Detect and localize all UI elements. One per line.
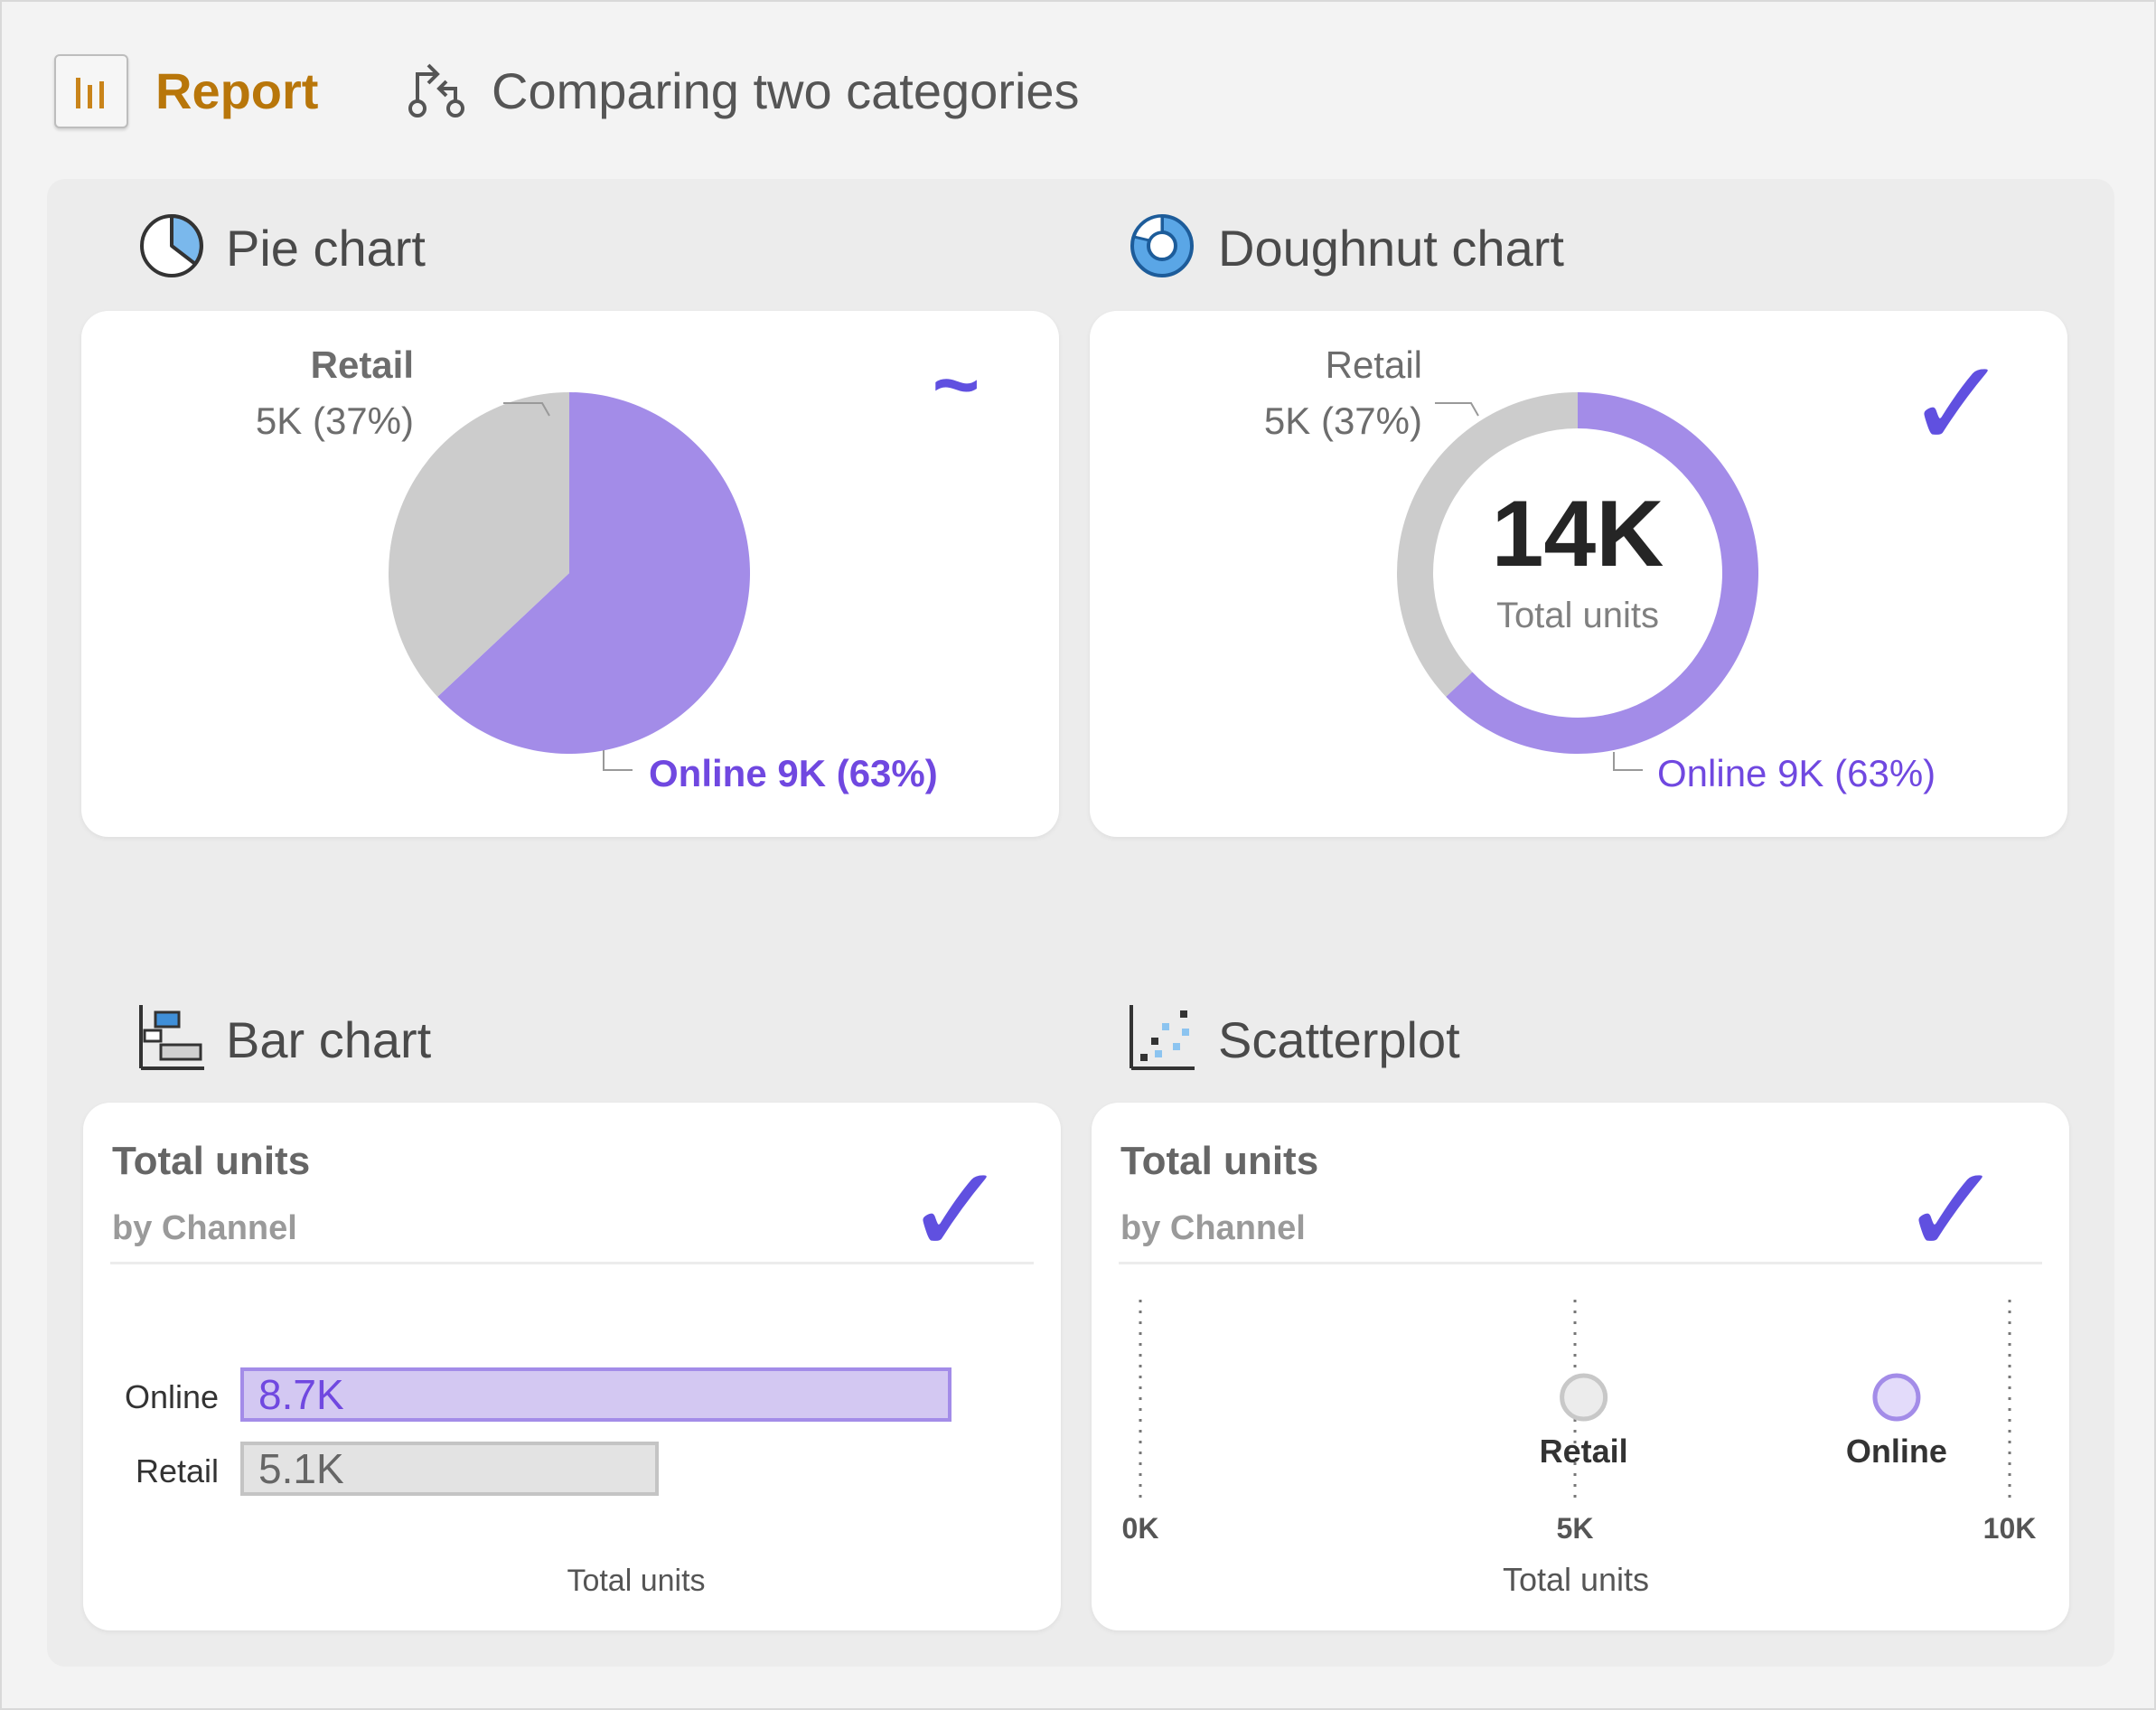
scatter-x-axis-label: Total units — [1503, 1561, 1649, 1598]
section-title-doughnut: Doughnut chart — [1218, 220, 1564, 277]
doughnut-chart-icon — [1130, 214, 1194, 277]
pie-slice-online[interactable] — [437, 392, 751, 755]
page-title: Comparing two categories — [492, 62, 1080, 119]
doughnut-online-leader — [1613, 752, 1643, 771]
pie-online-leader — [603, 750, 633, 771]
top-bar: Report Comparing two categories — [54, 52, 2118, 134]
section-title-scatter: Scatterplot — [1218, 1011, 1460, 1068]
scatter-rating-check: ✓ — [1900, 1142, 2003, 1279]
doughnut-center-value: 14K — [1492, 482, 1664, 587]
bar-card[interactable]: Total units by Channel 8.7K 5.1K Online … — [83, 1103, 1061, 1630]
pie-chart-icon — [140, 214, 203, 277]
doughnut-slice-online[interactable] — [1446, 392, 1758, 755]
doughnut-rating-check: ✓ — [1906, 335, 2009, 473]
scatter-card[interactable]: Total units by Channel 0K 5K 10K Retail Onl… — [1092, 1103, 2069, 1630]
scatter-card-subtitle: by Channel — [1120, 1209, 1306, 1247]
bar-category-online: Online — [125, 1378, 219, 1415]
scatter-x-tick-label: 5K — [1557, 1512, 1594, 1545]
report-label[interactable]: Report — [155, 62, 319, 119]
scatterplot-icon — [1130, 1005, 1195, 1070]
report-button[interactable] — [54, 54, 128, 128]
doughnut-card[interactable]: Retail 5K (37%) Online 9K (63%) 14K Tota… — [1090, 311, 2067, 837]
bar-retail-value-label: 5.1K — [258, 1445, 344, 1492]
doughnut-retail-label-value: 5K (37%) — [1264, 399, 1422, 442]
bar-chart-icon — [76, 78, 104, 108]
pie-retail-label-value: 5K (37%) — [256, 399, 414, 442]
bar-card-divider — [110, 1262, 1034, 1264]
pie-chart: Retail 5K (37%) Online 9K (63%) ~ — [256, 340, 980, 794]
bar-card-title: Total units — [112, 1139, 311, 1183]
scatter-card-divider — [1119, 1262, 2042, 1264]
doughnut-chart: Retail 5K (37%) Online 9K (63%) 14K Tota… — [1264, 335, 2009, 794]
doughnut-slice-retail[interactable] — [1397, 392, 1578, 697]
pie-rating-mark: ~ — [933, 340, 980, 430]
scatter-card-title: Total units — [1120, 1139, 1319, 1183]
scatter-point-label-online: Online — [1846, 1433, 1947, 1470]
bar-rating-check: ✓ — [905, 1142, 1008, 1279]
bar-chart: 8.7K 5.1K Online Retail Total units ✓ — [125, 1142, 1008, 1598]
doughnut-retail-leader — [1435, 402, 1479, 417]
pie-card[interactable]: Retail 5K (37%) Online 9K (63%) ~ — [81, 311, 1059, 837]
scatter-x-tick-label: 0K — [1122, 1512, 1159, 1545]
doughnut-retail-label-name: Retail — [1326, 343, 1422, 386]
doughnut-center-label: Total units — [1496, 596, 1659, 635]
bar-online-value-label: 8.7K — [258, 1371, 344, 1418]
pie-online-label: Online 9K (63%) — [649, 752, 938, 794]
scatter-x-tick-label: 10K — [1983, 1512, 2037, 1545]
bar-category-retail: Retail — [136, 1452, 219, 1489]
pie-slice-retail[interactable] — [389, 392, 569, 697]
compare-icon — [408, 63, 464, 117]
scatter-point-online[interactable] — [1872, 1373, 1921, 1422]
scatter-chart: 0K 5K 10K Retail Online Total units ✓ — [1122, 1142, 2037, 1598]
section-title-pie: Pie chart — [226, 220, 426, 277]
scatter-point-label-retail: Retail — [1540, 1433, 1628, 1470]
bar-chart-section-icon — [139, 1005, 204, 1070]
scatter-point-retail[interactable] — [1560, 1373, 1608, 1422]
section-title-bar: Bar chart — [226, 1011, 432, 1068]
bar-x-axis-label: Total units — [567, 1564, 705, 1598]
bar-card-subtitle: by Channel — [112, 1209, 297, 1247]
doughnut-online-label: Online 9K (63%) — [1657, 752, 1936, 794]
bar-online[interactable] — [240, 1367, 951, 1422]
pie-retail-leader — [503, 402, 550, 417]
pie-retail-label-name: Retail — [311, 343, 414, 386]
bar-retail[interactable] — [240, 1442, 659, 1496]
